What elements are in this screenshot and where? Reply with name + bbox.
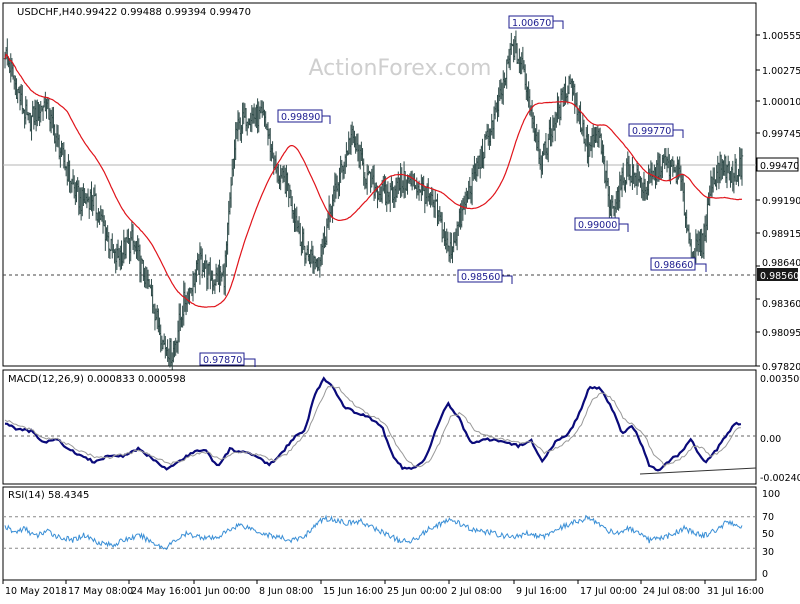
macd-divergence-line <box>639 467 757 475</box>
annotation-box <box>457 269 503 283</box>
x-tick-label: 1 Jun 00:00 <box>196 586 250 597</box>
price-y-tick-label: 0.98915 <box>762 229 800 240</box>
macd-lines <box>4 376 742 472</box>
x-tick-label: 25 Jun 00:00 <box>387 586 447 597</box>
rsi-pane-frame <box>2 486 757 581</box>
annotation-label: 0.99770 <box>632 126 671 137</box>
x-tick-label: 10 May 2018 <box>5 586 67 597</box>
price-y-tick-label: 1.00010 <box>762 97 800 108</box>
x-tick-label: 8 Jun 08:00 <box>259 586 313 597</box>
annotation-leader <box>322 115 331 124</box>
annotation-leader <box>244 358 256 367</box>
price-y-tick-label: 1.00555 <box>762 31 800 42</box>
x-tick-label: 17 May 08:00 <box>68 586 133 597</box>
macd-signal-line <box>4 385 741 468</box>
moving-average-path <box>4 53 743 308</box>
macd-pane-frame <box>2 369 757 485</box>
macd-y-tick-label: -0.002408 <box>760 473 800 484</box>
annotation-box <box>628 123 674 137</box>
annotation-label: 0.98660 <box>654 260 693 271</box>
annotation-box <box>277 109 323 123</box>
x-tick-label: 17 Jul 00:00 <box>580 586 637 597</box>
price-y-tick-label: 0.98095 <box>762 328 800 339</box>
price-candles <box>3 30 744 374</box>
annotation-box <box>574 217 620 231</box>
annotation-leader <box>502 275 513 284</box>
ohlc-header: 0.99422 0.99488 0.99394 0.99470 <box>76 7 251 18</box>
current-price-tag: 0.99470 <box>760 161 799 172</box>
annotation-box <box>508 15 554 29</box>
annotation-box <box>199 352 245 366</box>
x-tick-label: 24 May 16:00 <box>131 586 196 597</box>
x-tick-label: 15 Jun 16:00 <box>323 586 383 597</box>
price-y-tick-label: 0.98360 <box>762 299 800 310</box>
x-tick-label: 31 Jul 16:00 <box>707 586 764 597</box>
price-y-tick-label: 0.99745 <box>762 129 800 140</box>
annotation-leader <box>619 223 629 232</box>
macd-y-tick-label: 0.00 <box>760 434 781 445</box>
x-tick-label: 2 Jul 08:00 <box>451 586 502 597</box>
moving-average-line <box>4 53 743 308</box>
x-axis: 10 May 2018 17 May 08:0024 May 16:00 1 Jun… <box>2 580 764 597</box>
annotation-label: 0.97870 <box>203 355 242 366</box>
price-y-tick-label: 1.00275 <box>762 66 800 77</box>
x-tick-label: 9 Jul 16:00 <box>516 586 567 597</box>
watermark: ActionForex.com <box>309 56 492 81</box>
x-tick-label: 24 Jul 08:00 <box>643 586 700 597</box>
annotation-label: 0.99000 <box>578 220 617 231</box>
rsi-path <box>4 514 743 550</box>
macd-main-line <box>4 376 742 472</box>
price-y-tick-label: 0.99190 <box>762 196 800 207</box>
macd-y-axis: 0.003509 0.00 -0.002408 <box>760 374 800 484</box>
price-annotations: 1.00670 0.99890 0.99770 0.99000 0.98660 0.985… <box>199 15 707 367</box>
rsi-y-tick-label: 50 <box>762 529 774 540</box>
annotation-leader <box>553 20 564 29</box>
annotation-label: 0.98560 <box>461 272 500 283</box>
price-y-tick-label: 0.97820 <box>762 362 800 373</box>
price-pane-title: USDCHF,H4 <box>17 7 76 18</box>
annotation-label: 0.99890 <box>281 112 320 123</box>
rsi-y-tick-label: 70 <box>762 512 774 523</box>
rsi-title: RSI(14) 58.4345 <box>8 490 89 501</box>
rsi-y-tick-label: 0 <box>762 569 768 580</box>
annotation-leader <box>673 129 684 138</box>
macd-y-tick-label: 0.003509 <box>760 374 800 385</box>
price-y-axis: 1.00555 1.00275 1.00010 0.99745 0.99470 0.991… <box>756 31 800 373</box>
support-price-tag: 0.98560 <box>760 271 799 282</box>
support-price-tag-box <box>757 268 798 281</box>
annotation-label: 1.00670 <box>512 18 551 29</box>
macd-grid <box>3 435 757 475</box>
rsi-y-tick-label: 30 <box>762 547 774 558</box>
annotation-leader <box>695 263 707 272</box>
rsi-line <box>4 514 743 550</box>
rsi-y-tick-label: 100 <box>762 489 780 500</box>
rsi-y-axis: 100 70 50 30 0 <box>762 489 780 580</box>
current-price-tag-box <box>756 157 799 172</box>
annotation-box <box>650 257 696 271</box>
macd-title: MACD(12,26,9) 0.000833 0.000598 <box>8 374 186 385</box>
price-y-tick-label: 0.98640 <box>762 258 800 269</box>
